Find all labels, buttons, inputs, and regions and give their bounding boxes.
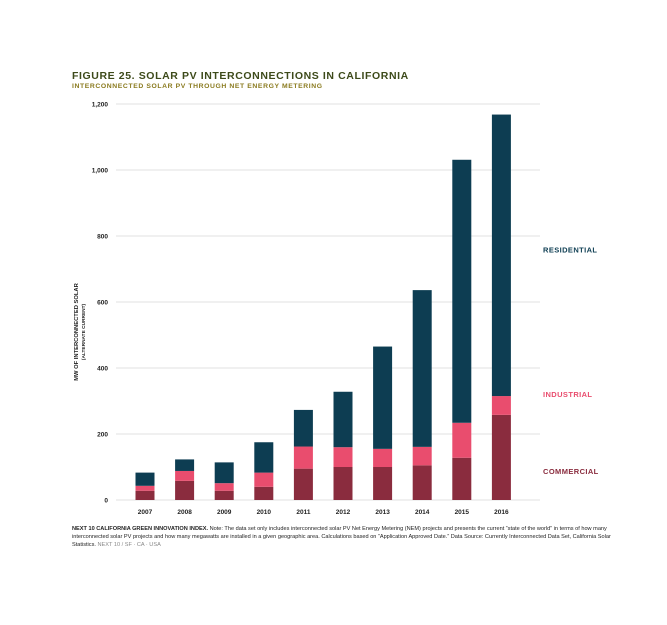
figure-subtitle: INTERCONNECTED SOLAR PV THROUGH NET ENER…	[72, 83, 323, 90]
bar-residential	[333, 391, 353, 448]
bar-commercial	[214, 490, 234, 500]
x-tick-label: 2012	[336, 509, 351, 516]
legend-label-industrial: INDUSTRIAL	[543, 390, 592, 399]
bar-commercial	[293, 468, 313, 500]
y-tick-label: 800	[97, 234, 108, 241]
y-tick-label: 200	[97, 432, 108, 439]
x-tick-label: 2010	[257, 509, 272, 516]
x-tick-label: 2007	[138, 509, 153, 516]
legend-label-commercial: COMMERCIAL	[543, 467, 599, 476]
y-tick-label: 0	[104, 498, 108, 505]
bar-industrial	[412, 446, 432, 466]
bar-residential	[373, 346, 393, 449]
footnote-text: Note: The data set only includes interco…	[72, 526, 611, 548]
bar-commercial	[373, 467, 393, 500]
bar-commercial	[333, 467, 353, 500]
bar-residential	[491, 114, 511, 397]
bar-residential	[135, 472, 155, 486]
bar-commercial	[491, 414, 511, 500]
bar-industrial	[135, 485, 155, 491]
bar-industrial	[214, 483, 234, 491]
y-axis-sublabel: (ALTERNATE CURRENT)	[81, 303, 87, 360]
bar-industrial	[491, 396, 511, 415]
stacked-bar-chart: 0 200 400 600 800 1,000 1,200 MW OF INTERCONNEC…	[74, 102, 599, 517]
bar-industrial	[293, 446, 313, 469]
bar-industrial	[254, 472, 274, 487]
footnote-source: NEXT 10 CALIFORNIA GREEN INNOVATION INDE…	[72, 526, 209, 532]
x-tick-label: 2014	[415, 509, 430, 516]
bar-commercial	[135, 490, 155, 500]
bar-commercial	[452, 457, 472, 500]
bar-industrial	[373, 448, 393, 467]
bar-industrial	[175, 470, 195, 481]
footnote-tag: NEXT 10 / SF · CA · USA	[97, 542, 161, 548]
bar-residential	[452, 159, 472, 423]
x-tick-label: 2011	[296, 509, 310, 516]
x-tick-label: 2016	[494, 509, 509, 516]
bar-commercial	[175, 480, 195, 500]
bar-industrial	[452, 422, 472, 458]
x-tick-label: 2008	[177, 509, 192, 516]
x-tick-label: 2009	[217, 509, 232, 516]
bar-residential	[214, 462, 234, 484]
bar-residential	[254, 442, 274, 473]
y-axis-label: MW OF INTERCONNECTED SOLAR	[74, 282, 80, 380]
bar-industrial	[333, 447, 353, 467]
y-tick-label: 1,200	[92, 102, 109, 109]
x-tick-label: 2013	[375, 509, 390, 516]
bar-commercial	[254, 486, 274, 500]
y-tick-label: 1,000	[92, 168, 109, 175]
x-tick-label: 2015	[455, 509, 470, 516]
bar-residential	[293, 409, 313, 447]
y-tick-label: 600	[97, 300, 108, 307]
bar-residential	[175, 459, 195, 471]
figure-footnote: NEXT 10 CALIFORNIA GREEN INNOVATION INDE…	[72, 525, 612, 549]
legend-label-residential: RESIDENTIAL	[543, 246, 597, 255]
bar-residential	[412, 290, 432, 447]
bar-commercial	[412, 465, 432, 500]
y-tick-label: 400	[97, 366, 108, 373]
figure-title: FIGURE 25. SOLAR PV INTERCONNECTIONS IN …	[72, 70, 409, 82]
